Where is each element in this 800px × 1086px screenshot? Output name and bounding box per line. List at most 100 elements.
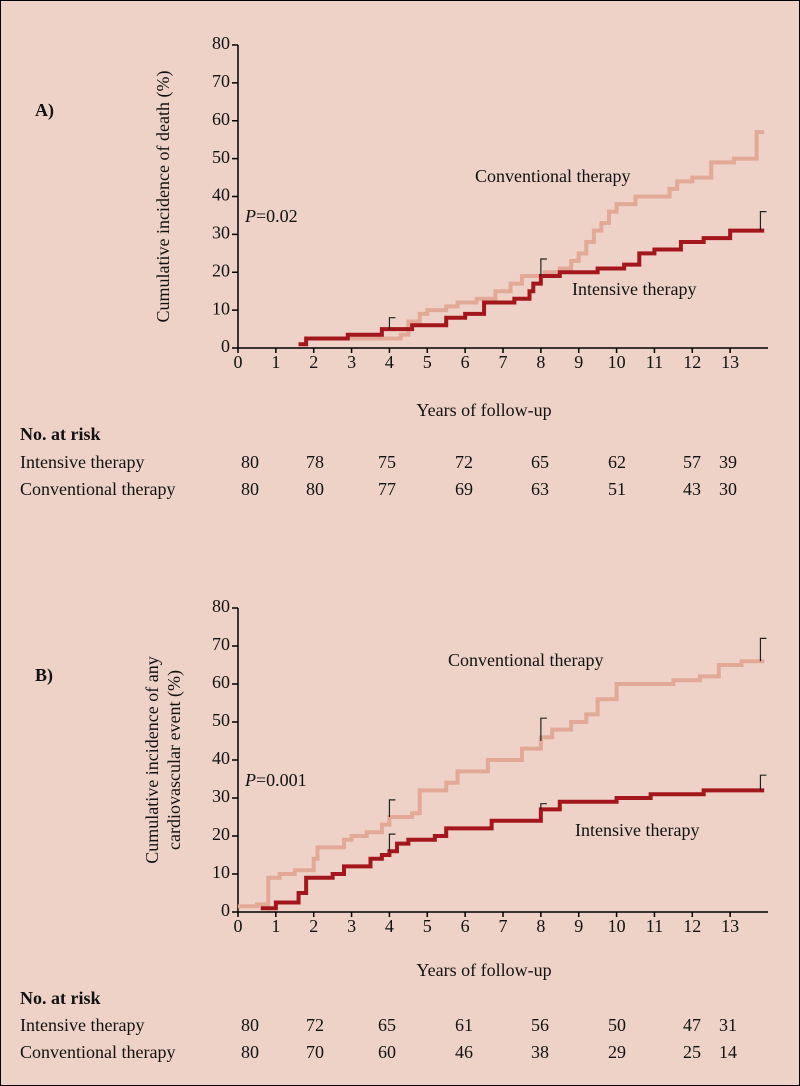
y-tick-label: 40 <box>212 748 230 768</box>
risk-count: 57 <box>683 452 701 472</box>
y-tick-label: 70 <box>212 634 230 654</box>
survival-curve <box>238 659 765 909</box>
x-tick-label: 5 <box>423 352 432 372</box>
series-label: Conventional therapy <box>475 166 630 186</box>
y-axis-label: Cumulative incidence of any <box>142 656 162 863</box>
x-tick-label: 1 <box>271 916 280 936</box>
y-axis-label: cardiovascular event (%) <box>164 670 185 850</box>
error-bar <box>540 803 547 810</box>
series-label: Intensive therapy <box>575 820 699 840</box>
y-tick-label: 50 <box>212 710 230 730</box>
x-tick-label: 0 <box>234 352 243 372</box>
series-label: Intensive therapy <box>572 279 696 299</box>
risk-count: 69 <box>455 479 473 499</box>
y-axis-label: Cumulative incidence of death (%) <box>153 71 174 323</box>
risk-title: No. at risk <box>20 988 101 1008</box>
x-tick-label: 4 <box>385 352 394 372</box>
x-tick-label: 3 <box>347 916 356 936</box>
risk-count: 72 <box>306 1015 324 1035</box>
error-bar <box>388 833 396 852</box>
risk-count: 80 <box>241 479 259 499</box>
risk-count: 31 <box>719 1015 737 1035</box>
y-tick-label: 20 <box>212 824 230 844</box>
p-symbol: P <box>244 206 256 226</box>
x-tick-label: 0 <box>234 916 243 936</box>
x-tick-label: 2 <box>309 352 318 372</box>
x-tick-label: 4 <box>385 916 394 936</box>
risk-count: 51 <box>608 479 626 499</box>
p-value: P=0.02 <box>244 206 298 226</box>
risk-count: 50 <box>608 1015 626 1035</box>
x-tick-label: 8 <box>536 916 545 936</box>
y-tick-label: 60 <box>212 672 230 692</box>
x-tick-label: 13 <box>721 916 739 936</box>
x-tick-label: 13 <box>721 352 739 372</box>
error-bar <box>759 637 767 662</box>
error-bar <box>540 717 547 741</box>
y-tick-label: 0 <box>221 900 230 920</box>
risk-count: 63 <box>531 479 549 499</box>
x-tick-label: 7 <box>499 916 508 936</box>
survival-curve <box>298 228 765 347</box>
y-tick-label: 60 <box>212 109 230 129</box>
y-tick-label: 50 <box>212 147 230 167</box>
error-bar <box>759 774 767 791</box>
y-tick-label: 20 <box>212 260 230 280</box>
panel-label: A) <box>35 100 54 121</box>
risk-count: 80 <box>241 1042 259 1062</box>
y-tick-label: 30 <box>212 786 230 806</box>
risk-count: 56 <box>531 1015 549 1035</box>
risk-count: 65 <box>378 1015 396 1035</box>
y-tick-label: 10 <box>212 862 230 882</box>
y-tick-label: 10 <box>212 298 230 318</box>
survival-curve <box>260 788 765 911</box>
y-tick-label: 80 <box>212 596 230 616</box>
x-tick-label: 10 <box>608 352 626 372</box>
risk-row-name: Intensive therapy <box>20 452 144 472</box>
y-tick-label: 30 <box>212 223 230 243</box>
x-tick-label: 1 <box>271 352 280 372</box>
y-tick-label: 70 <box>212 71 230 91</box>
risk-count: 39 <box>719 452 737 472</box>
x-tick-label: 9 <box>574 352 583 372</box>
risk-count: 77 <box>378 479 396 499</box>
x-tick-label: 6 <box>461 352 470 372</box>
risk-title: No. at risk <box>20 424 101 444</box>
x-tick-label: 7 <box>499 352 508 372</box>
risk-row-name: Intensive therapy <box>20 1015 144 1035</box>
error-bar <box>540 258 547 277</box>
x-tick-label: 5 <box>423 916 432 936</box>
risk-count: 72 <box>455 452 473 472</box>
risk-count: 78 <box>306 452 324 472</box>
survival-curve <box>340 130 765 341</box>
x-tick-label: 6 <box>461 916 470 936</box>
x-tick-label: 8 <box>536 352 545 372</box>
y-tick-label: 40 <box>212 185 230 205</box>
error-bar <box>388 317 396 330</box>
risk-count: 60 <box>378 1042 396 1062</box>
x-axis-label: Years of follow-up <box>416 960 551 980</box>
x-axis-label: Years of follow-up <box>416 400 551 420</box>
error-bar <box>388 799 396 817</box>
x-tick-label: 3 <box>347 352 356 372</box>
risk-count: 25 <box>683 1042 701 1062</box>
risk-count: 75 <box>378 452 396 472</box>
risk-count: 30 <box>719 479 737 499</box>
risk-count: 38 <box>531 1042 549 1062</box>
error-bar <box>759 211 767 231</box>
risk-count: 80 <box>241 1015 259 1035</box>
x-tick-label: 12 <box>683 916 701 936</box>
x-tick-label: 11 <box>646 916 663 936</box>
risk-row-name: Conventional therapy <box>20 479 175 499</box>
x-tick-label: 2 <box>309 916 318 936</box>
x-tick-label: 9 <box>574 916 583 936</box>
p-value: P=0.001 <box>244 770 307 790</box>
p-number: =0.02 <box>256 206 298 226</box>
risk-count: 61 <box>455 1015 473 1035</box>
series-label: Conventional therapy <box>448 650 603 670</box>
x-tick-label: 11 <box>646 352 663 372</box>
risk-count: 14 <box>719 1042 737 1062</box>
risk-count: 80 <box>306 479 324 499</box>
